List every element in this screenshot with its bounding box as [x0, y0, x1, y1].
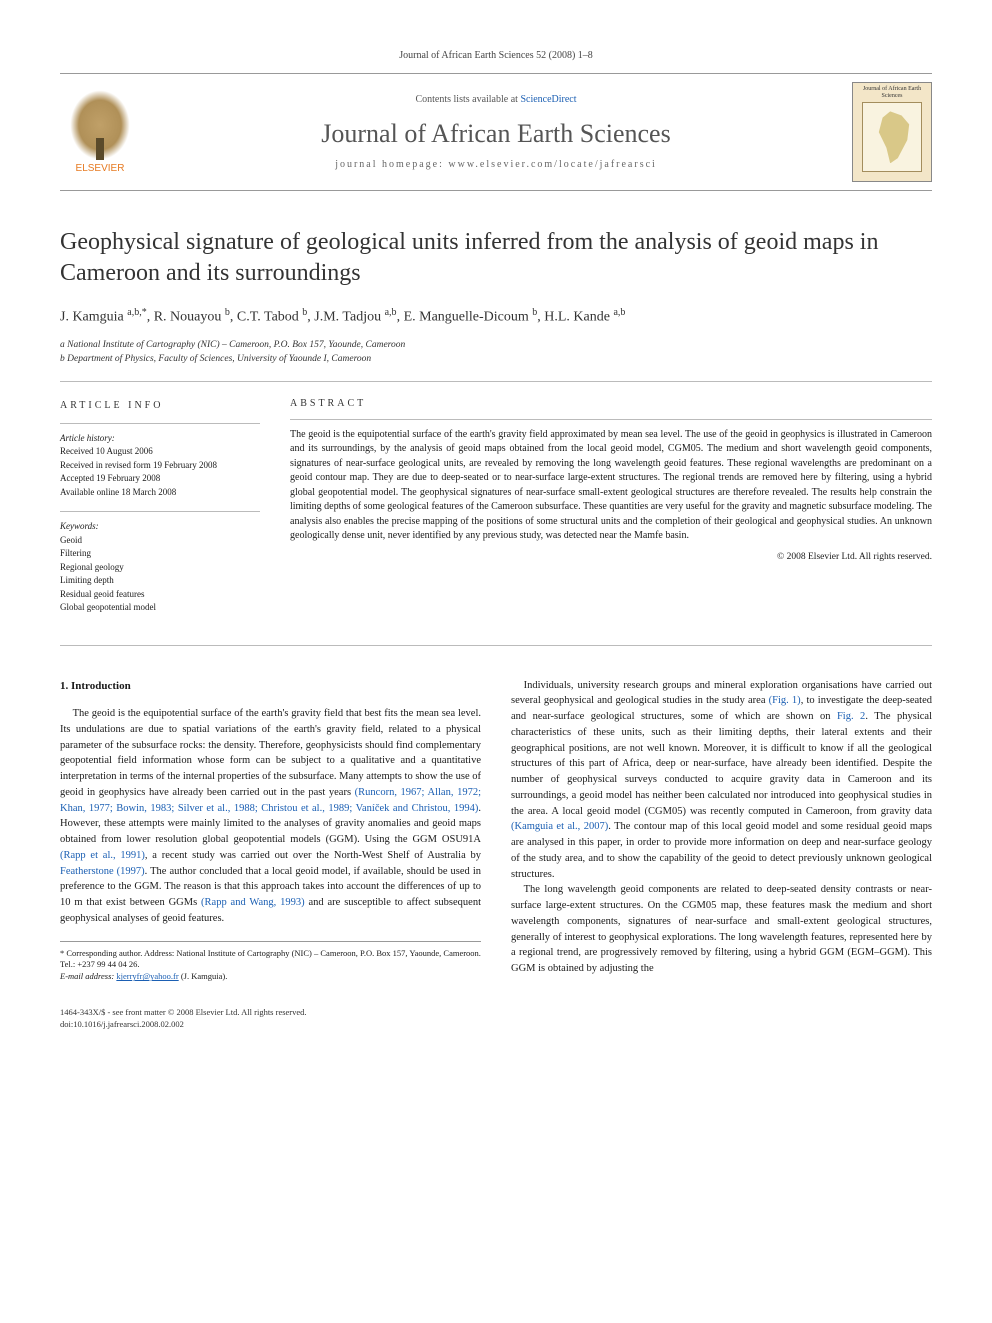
keyword: Residual geoid features — [60, 588, 260, 602]
author-list: J. Kamguia a,b,*, R. Nouayou b, C.T. Tab… — [60, 307, 932, 326]
body-col-left: 1. Introduction The geoid is the equipot… — [60, 678, 481, 984]
history-heading: Article history: — [60, 432, 260, 446]
corresponding-author: * Corresponding author. Address: Nationa… — [60, 948, 481, 972]
body-paragraph: The geoid is the equipotential surface o… — [60, 706, 481, 927]
page-footer: 1464-343X/$ - see front matter © 2008 El… — [60, 1007, 932, 1031]
figure-ref[interactable]: (Fig. 1) — [769, 695, 801, 706]
citation[interactable]: (Rapp and Wang, 1993) — [201, 897, 305, 908]
affiliations: a National Institute of Cartography (NIC… — [60, 338, 932, 382]
history-accepted: Accepted 19 February 2008 — [60, 472, 260, 486]
article-info-box: ARTICLE INFO Article history: Received 1… — [60, 398, 260, 627]
keyword: Filtering — [60, 547, 260, 561]
email-label: E-mail address: — [60, 971, 116, 981]
journal-homepage: journal homepage: www.elsevier.com/locat… — [156, 159, 836, 170]
contents-line: Contents lists available at ScienceDirec… — [156, 94, 836, 105]
keyword: Regional geology — [60, 561, 260, 575]
africa-map-icon — [862, 102, 922, 172]
affiliation-b: b Department of Physics, Faculty of Scie… — [60, 352, 932, 366]
doi-line: doi:10.1016/j.jafrearsci.2008.02.002 — [60, 1019, 307, 1031]
citation[interactable]: (Kamguia et al., 2007) — [511, 821, 608, 832]
article-title: Geophysical signature of geological unit… — [60, 227, 932, 289]
body-paragraph: The long wavelength geoid components are… — [511, 882, 932, 977]
article-info-heading: ARTICLE INFO — [60, 398, 260, 413]
history-revised: Received in revised form 19 February 200… — [60, 459, 260, 473]
keyword: Geoid — [60, 534, 260, 548]
cover-thumb-title: Journal of African Earth Sciences — [856, 86, 928, 100]
abstract-box: ABSTRACT The geoid is the equipotential … — [290, 398, 932, 627]
affiliation-a: a National Institute of Cartography (NIC… — [60, 338, 932, 352]
body-columns: 1. Introduction The geoid is the equipot… — [60, 678, 932, 984]
issn-line: 1464-343X/$ - see front matter © 2008 El… — [60, 1007, 307, 1019]
sciencedirect-link[interactable]: ScienceDirect — [520, 94, 576, 105]
abstract-heading: ABSTRACT — [290, 398, 932, 409]
history-online: Available online 18 March 2008 — [60, 486, 260, 500]
abstract-copyright: © 2008 Elsevier Ltd. All rights reserved… — [290, 552, 932, 562]
elsevier-tree-icon — [70, 90, 130, 160]
section-heading: 1. Introduction — [60, 678, 481, 695]
body-col-right: Individuals, university research groups … — [511, 678, 932, 984]
publisher-logo: ELSEVIER — [60, 82, 140, 182]
email-who: (J. Kamguia). — [179, 971, 228, 981]
keyword: Global geopotential model — [60, 601, 260, 615]
publisher-name: ELSEVIER — [76, 163, 125, 174]
journal-title: Journal of African Earth Sciences — [156, 119, 836, 149]
journal-masthead: ELSEVIER Contents lists available at Sci… — [60, 73, 932, 191]
email-line: E-mail address: kjerryfr@yahoo.fr (J. Ka… — [60, 971, 481, 983]
email-link[interactable]: kjerryfr@yahoo.fr — [116, 971, 178, 981]
history-received: Received 10 August 2006 — [60, 445, 260, 459]
keywords-heading: Keywords: — [60, 520, 260, 534]
abstract-text: The geoid is the equipotential surface o… — [290, 428, 932, 544]
footnote-block: * Corresponding author. Address: Nationa… — [60, 941, 481, 984]
figure-ref[interactable]: Fig. 2 — [837, 711, 865, 722]
citation[interactable]: Featherstone (1997) — [60, 866, 145, 877]
keyword: Limiting depth — [60, 574, 260, 588]
journal-cover-thumb: Journal of African Earth Sciences — [852, 82, 932, 182]
contents-prefix: Contents lists available at — [415, 94, 520, 105]
citation[interactable]: (Rapp et al., 1991) — [60, 850, 145, 861]
body-paragraph: Individuals, university research groups … — [511, 678, 932, 883]
running-head: Journal of African Earth Sciences 52 (20… — [60, 50, 932, 61]
